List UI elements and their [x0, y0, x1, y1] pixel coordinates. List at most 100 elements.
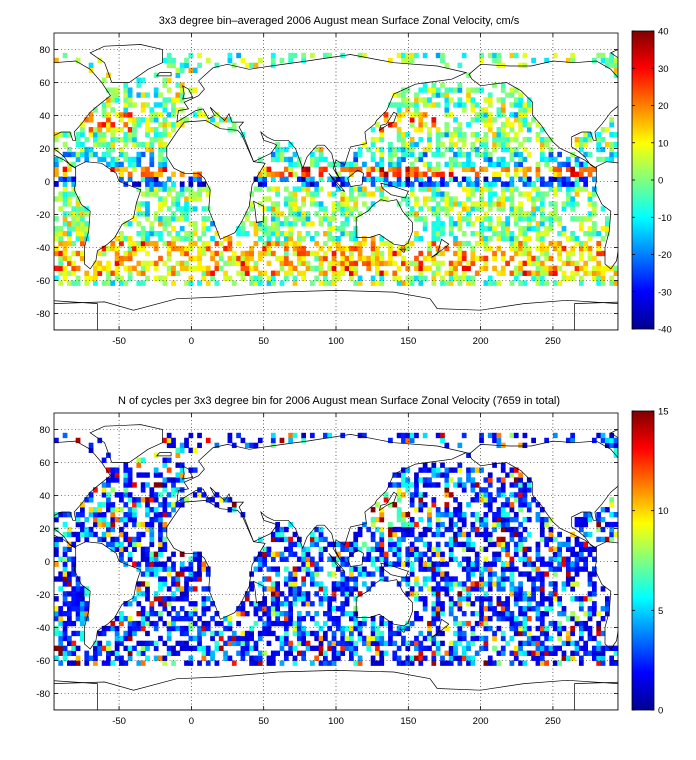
bin-cell — [106, 660, 111, 666]
bin-cell — [114, 260, 120, 267]
bin-cell — [509, 581, 515, 587]
bin-cell — [483, 566, 489, 572]
bin-cell — [119, 556, 124, 562]
bin-cell — [140, 591, 146, 597]
bin-cell — [179, 265, 185, 271]
x-tick-label: 0 — [189, 716, 194, 727]
bin-cell — [309, 630, 315, 637]
bin-cell — [427, 146, 432, 153]
bin-cell — [54, 630, 59, 637]
bin-cell — [214, 630, 220, 637]
bin-cell — [513, 432, 519, 439]
bin-cell — [171, 492, 176, 498]
bin-cell — [513, 492, 519, 498]
bin-cell — [279, 176, 285, 182]
bin-cell — [453, 620, 458, 627]
bin-cell — [275, 596, 280, 602]
bin-cell — [431, 166, 437, 172]
bin-cell — [522, 536, 528, 543]
bin-cell — [409, 546, 415, 552]
bin-cell — [71, 186, 77, 192]
bin-cell — [509, 516, 515, 523]
bin-cell — [106, 141, 111, 148]
bin-cell — [331, 640, 337, 647]
bin-cell — [496, 112, 502, 118]
bin-cell — [496, 57, 502, 64]
bin-cell — [396, 487, 402, 493]
bin-cell — [357, 151, 363, 158]
bin-cell — [448, 611, 454, 617]
bin-cell — [414, 655, 419, 661]
bin-cell — [544, 660, 549, 666]
bin-cell — [101, 625, 107, 632]
bin-cell — [396, 630, 402, 637]
bin-cell — [314, 561, 320, 567]
bin-cell — [370, 127, 376, 133]
bin-cell — [296, 245, 302, 252]
bin-cell — [67, 556, 72, 562]
bin-cell — [349, 640, 354, 647]
bin-cell — [496, 97, 502, 103]
bin-cell — [188, 231, 194, 237]
bin-cell — [526, 270, 532, 276]
bin-cell — [578, 240, 584, 247]
bin-cell — [518, 502, 523, 508]
bin-cell — [192, 611, 198, 617]
bin-cell — [114, 635, 120, 642]
bin-cell — [609, 437, 615, 444]
bin-cell — [106, 97, 111, 103]
bin-cell — [279, 640, 285, 647]
x-tick-label: 100 — [328, 716, 344, 727]
y-tick-label: 40 — [39, 491, 50, 502]
bin-cell — [466, 502, 471, 508]
bin-cell — [101, 122, 107, 128]
bin-cell — [123, 102, 129, 108]
bin-cell — [518, 556, 523, 562]
bin-cell — [292, 645, 298, 651]
bin-cell — [522, 166, 528, 172]
bin-cell — [414, 275, 419, 281]
bin-cell — [461, 650, 467, 656]
bin-cell — [518, 112, 523, 118]
bin-cell — [188, 655, 194, 661]
coastline — [687, 500, 696, 619]
bin-cell — [197, 176, 202, 182]
bin-cell — [336, 176, 341, 182]
bin-cell — [435, 146, 441, 153]
bin-cell — [396, 112, 402, 118]
bin-cell — [509, 181, 515, 187]
bin-cell — [613, 151, 619, 158]
bin-cell — [427, 467, 432, 473]
bin-cell — [431, 87, 437, 93]
bin-cell — [227, 240, 233, 247]
bin-cell — [71, 191, 77, 197]
bin-cell — [106, 87, 111, 93]
bin-cell — [583, 151, 589, 158]
bin-cell — [526, 151, 532, 158]
bin-cell — [440, 611, 445, 617]
bin-cell — [466, 640, 471, 647]
bin-cell — [470, 521, 476, 528]
bin-cell — [119, 516, 124, 523]
bin-cell — [544, 231, 549, 237]
bin-cell — [570, 640, 576, 647]
bin-cell — [132, 265, 137, 271]
bin-cell — [466, 536, 471, 543]
bin-cell — [257, 660, 263, 666]
bin-cell — [110, 620, 116, 627]
bin-cell — [466, 280, 471, 286]
bin-cell — [444, 62, 450, 69]
bin-cell — [513, 240, 519, 247]
bin-cell — [470, 245, 476, 252]
bin-cell — [101, 516, 107, 523]
bin-cell — [552, 166, 558, 172]
bin-cell — [457, 655, 463, 661]
bin-cell — [422, 181, 428, 187]
bin-cell — [257, 57, 263, 64]
bin-cell — [435, 472, 441, 478]
bin-cell — [119, 620, 124, 627]
bin-cell — [253, 226, 259, 232]
bin-cell — [578, 645, 584, 651]
bin-cell — [531, 591, 536, 597]
bin-cell — [552, 596, 558, 602]
